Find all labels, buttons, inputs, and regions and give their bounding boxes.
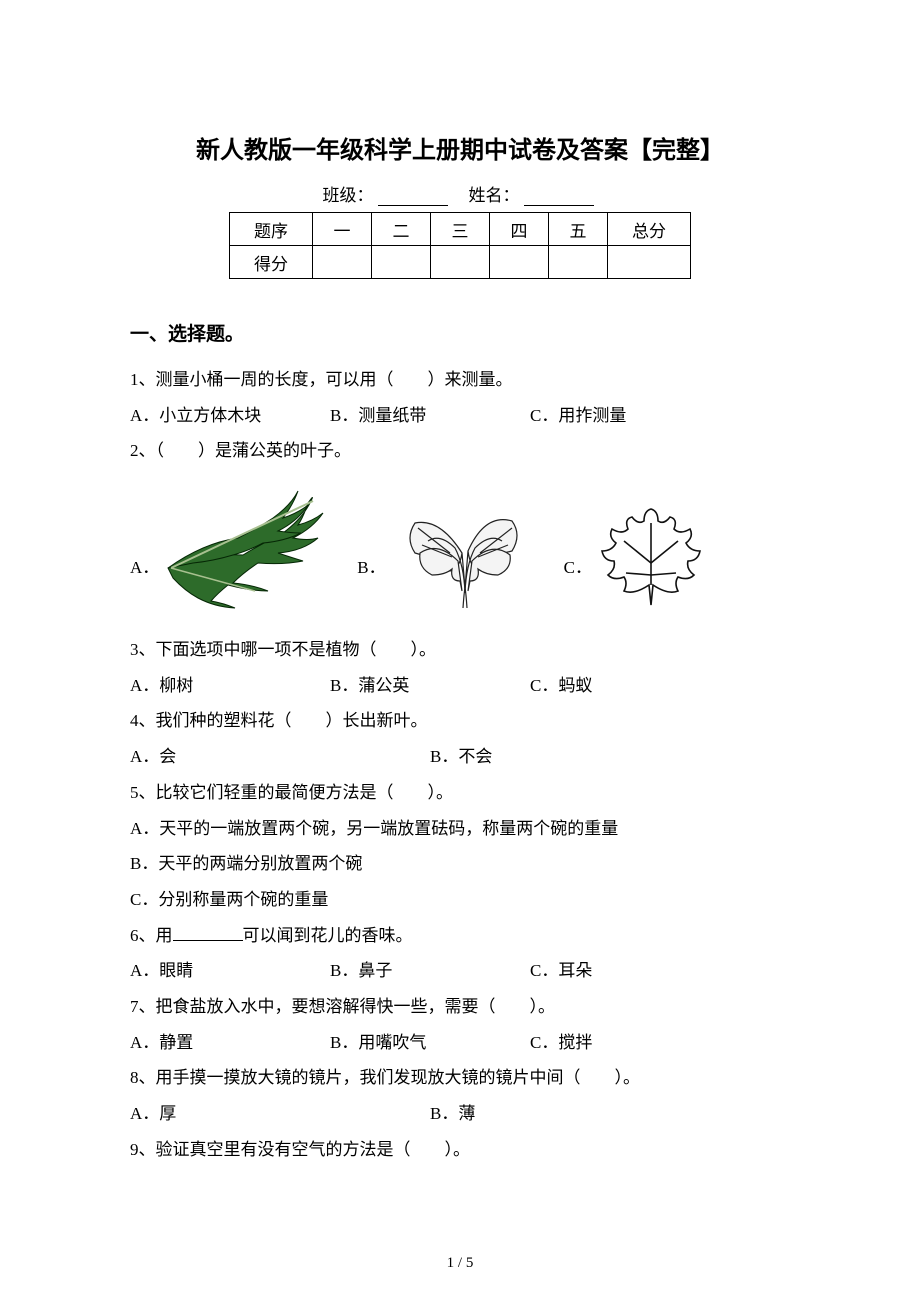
q1-stem: 1、测量小桶一周的长度，可以用（ ）来测量。 xyxy=(130,362,790,398)
class-blank xyxy=(378,205,448,206)
score-col-1 xyxy=(313,246,372,279)
q3-options: A．柳树 B．蒲公英 C．蚂蚁 xyxy=(130,668,790,704)
q5-opt-a: A．天平的一端放置两个碗，另一端放置砝码，称量两个碗的重量 xyxy=(130,811,790,847)
q6-stem-after: 可以闻到花儿的香味。 xyxy=(243,926,413,945)
q2-stem: 2、（ ）是蒲公英的叶子。 xyxy=(130,433,790,469)
header-col-1: 一 xyxy=(313,213,372,246)
q1-options: A．小立方体木块 B．测量纸带 C．用拃测量 xyxy=(130,398,790,434)
q2-opt-c-label: C． xyxy=(564,553,592,618)
q2-opt-c: C． xyxy=(564,503,706,618)
ginkgo-leaf-icon xyxy=(390,493,540,618)
q4-stem: 4、我们种的塑料花（ ）长出新叶。 xyxy=(130,703,790,739)
q6-opt-a: A．眼睛 xyxy=(130,953,330,989)
q3-opt-a: A．柳树 xyxy=(130,668,330,704)
q6-opt-b: B．鼻子 xyxy=(330,953,530,989)
q1-opt-a: A．小立方体木块 xyxy=(130,398,330,434)
q7-opt-b: B．用嘴吹气 xyxy=(330,1025,530,1061)
header-col-2: 二 xyxy=(372,213,431,246)
score-col-3 xyxy=(431,246,490,279)
q8-stem: 8、用手摸一摸放大镜的镜片，我们发现放大镜的镜片中间（ ）。 xyxy=(130,1060,790,1096)
header-col-3: 三 xyxy=(431,213,490,246)
q7-opt-c: C．搅拌 xyxy=(530,1025,730,1061)
q2-opt-a-label: A． xyxy=(130,553,159,618)
score-total xyxy=(608,246,691,279)
name-blank xyxy=(524,205,594,206)
q5-stem: 5、比较它们轻重的最简便方法是（ ）。 xyxy=(130,775,790,811)
q7-stem: 7、把食盐放入水中，要想溶解得快一些，需要（ ）。 xyxy=(130,989,790,1025)
q4-opt-b: B．不会 xyxy=(430,739,760,775)
score-table: 题序 一 二 三 四 五 总分 得分 xyxy=(229,212,691,279)
exam-page: 新人教版一年级科学上册期中试卷及答案【完整】 班级： 姓名： 题序 一 二 三 … xyxy=(0,0,920,1302)
name-label: 姓名： xyxy=(469,186,520,205)
table-row: 得分 xyxy=(230,246,691,279)
q6-stem: 6、用 可以闻到花儿的香味。 xyxy=(130,918,790,954)
q3-opt-b: B．蒲公英 xyxy=(330,668,530,704)
score-label: 得分 xyxy=(230,246,313,279)
q3-stem: 3、下面选项中哪一项不是植物（ ）。 xyxy=(130,632,790,668)
q2-opt-a: A． xyxy=(130,483,333,618)
score-col-5 xyxy=(549,246,608,279)
dandelion-leaf-icon xyxy=(163,483,333,618)
q1-opt-c: C．用拃测量 xyxy=(530,398,730,434)
score-col-2 xyxy=(372,246,431,279)
q8-opt-a: A．厚 xyxy=(130,1096,430,1132)
header-total: 总分 xyxy=(608,213,691,246)
q6-blank xyxy=(173,940,243,941)
q6-options: A．眼睛 B．鼻子 C．耳朵 xyxy=(130,953,790,989)
page-number: 1 / 5 xyxy=(0,1255,920,1272)
header-col-4: 四 xyxy=(490,213,549,246)
q4-opt-a: A．会 xyxy=(130,739,430,775)
q4-options: A．会 B．不会 xyxy=(130,739,790,775)
q6-opt-c: C．耳朵 xyxy=(530,953,730,989)
q8-options: A．厚 B．薄 xyxy=(130,1096,790,1132)
class-name-row: 班级： 姓名： xyxy=(130,181,790,206)
class-label: 班级： xyxy=(323,186,374,205)
page-title: 新人教版一年级科学上册期中试卷及答案【完整】 xyxy=(130,130,790,165)
q6-stem-before: 6、用 xyxy=(130,926,173,945)
header-label: 题序 xyxy=(230,213,313,246)
q7-options: A．静置 B．用嘴吹气 C．搅拌 xyxy=(130,1025,790,1061)
score-col-4 xyxy=(490,246,549,279)
maple-leaf-icon xyxy=(596,503,706,618)
q2-opt-b: B． xyxy=(357,493,539,618)
section-1-heading: 一、选择题。 xyxy=(130,319,790,346)
q2-options: A． B． xyxy=(130,483,790,618)
q5-opt-b: B．天平的两端分别放置两个碗 xyxy=(130,846,790,882)
q5-opt-c: C．分别称量两个碗的重量 xyxy=(130,882,790,918)
q2-opt-b-label: B． xyxy=(357,553,385,618)
q9-stem: 9、验证真空里有没有空气的方法是（ ）。 xyxy=(130,1132,790,1168)
q1-opt-b: B．测量纸带 xyxy=(330,398,530,434)
q7-opt-a: A．静置 xyxy=(130,1025,330,1061)
header-col-5: 五 xyxy=(549,213,608,246)
q3-opt-c: C．蚂蚁 xyxy=(530,668,730,704)
table-row: 题序 一 二 三 四 五 总分 xyxy=(230,213,691,246)
q8-opt-b: B．薄 xyxy=(430,1096,760,1132)
